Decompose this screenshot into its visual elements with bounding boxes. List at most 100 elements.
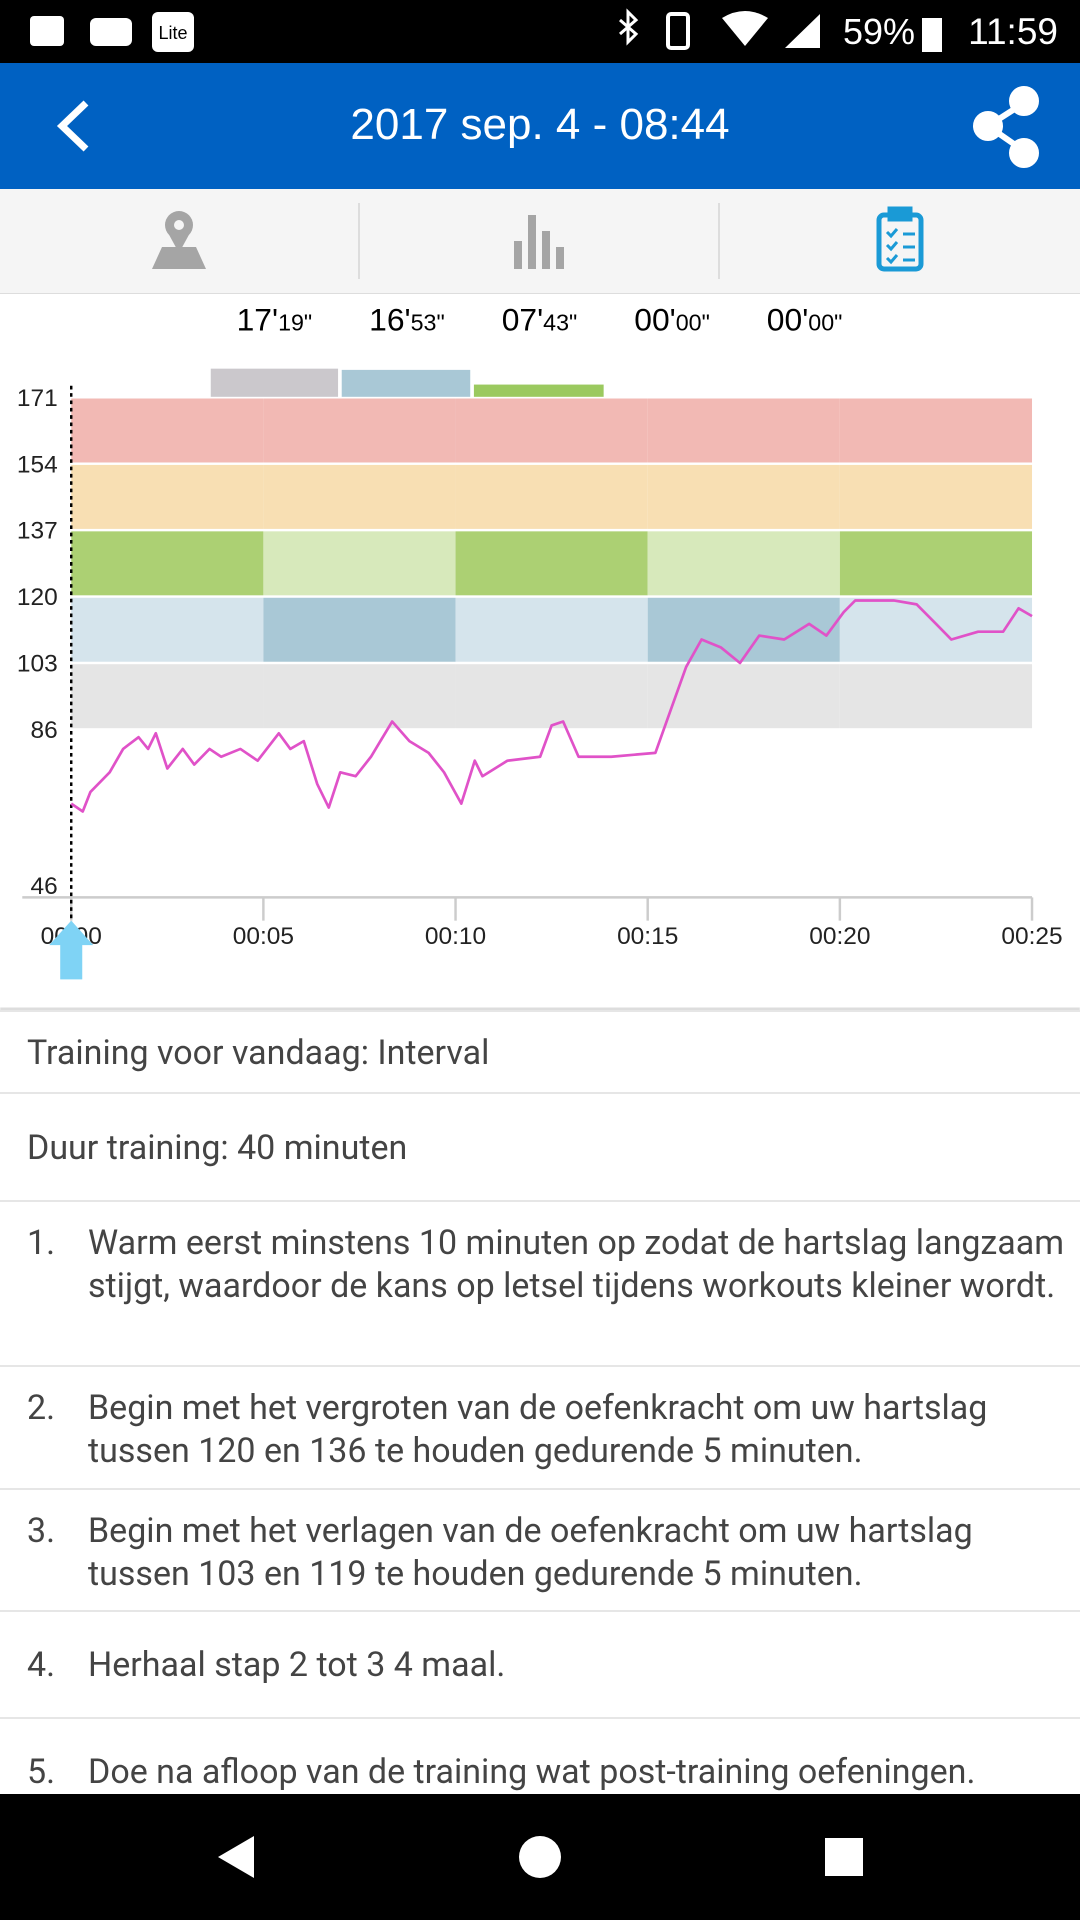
vibrate-icon: [666, 12, 690, 50]
x-tick-label: 00:05: [233, 923, 294, 950]
zone-time-bar: [341, 369, 471, 397]
step-row: 4. Herhaal stap 2 tot 3 4 maal.: [0, 1610, 1080, 1717]
step-number: 1.: [27, 1223, 56, 1263]
zone-band: [647, 664, 840, 729]
status-icons: Lite 59% 11:59: [30, 8, 1058, 52]
zone-band: [455, 597, 648, 662]
heart-rate-line: [70, 599, 1033, 813]
status-bar: Lite 59% 11:59: [0, 0, 1080, 63]
zone-time: 00'00": [767, 302, 843, 338]
step-number: 4.: [27, 1645, 56, 1685]
zone-band: [71, 597, 264, 662]
zone-time-seconds: 19": [278, 310, 312, 336]
step-row: 1. Warm eerst minstens 10 minuten op zoda…: [0, 1200, 1080, 1365]
bluetooth-icon: [619, 8, 639, 46]
battery-text: 59%: [843, 11, 915, 52]
message-icon: [90, 18, 132, 46]
app-bar-graphics: 2017 sep. 4 - 08:44: [56, 86, 1039, 168]
nav-recents[interactable]: [825, 1838, 863, 1876]
zone-time-minutes: 16': [369, 302, 410, 338]
zone-band: [455, 664, 648, 729]
step-text: Herhaal stap 2 tot 3 4 maal.: [88, 1645, 506, 1685]
zone-band: [647, 398, 840, 463]
step-text: Doe na afloop van de training wat post-t…: [88, 1752, 976, 1792]
cursor-handle[interactable]: [49, 920, 94, 980]
heart-rate-chart: 468610312013715417100:0000:0500:1000:150…: [0, 302, 1080, 1010]
step-text: Begin met het vergroten van de oefenkrac…: [88, 1388, 988, 1471]
list-row: Duur training: 40 minuten: [0, 1092, 1080, 1200]
y-tick-label: 137: [17, 518, 58, 545]
y-tick-label: 154: [17, 451, 58, 478]
app-icon-label: Lite: [158, 23, 187, 43]
step-text: Begin met het verlagen van de oefenkrach…: [88, 1511, 973, 1594]
zone-band: [263, 398, 456, 463]
y-tick-label: 103: [17, 651, 58, 678]
zone-band: [839, 664, 1033, 729]
nav-home[interactable]: [519, 1836, 561, 1878]
x-tick-label: 00:15: [617, 923, 678, 950]
list-text: Training voor vandaag: Interval: [27, 1032, 490, 1073]
step-number: 2.: [27, 1388, 56, 1428]
training-tab[interactable]: [876, 206, 924, 272]
x-tick-label: 00:20: [809, 923, 870, 950]
zone-band: [263, 597, 456, 662]
x-tick-label: 00:10: [425, 923, 486, 950]
zone-band: [647, 531, 840, 596]
zone-band: [839, 597, 1033, 662]
step-row: 3. Begin met het verlagen van de oefenkra…: [0, 1488, 1080, 1610]
zone-time-bar: [210, 368, 339, 397]
zone-band: [263, 664, 456, 729]
step-row: 2. Begin met het vergroten van de oefenkr…: [0, 1365, 1080, 1488]
zone-band: [263, 531, 456, 596]
y-tick-label: 86: [31, 717, 58, 744]
zone-band: [839, 398, 1033, 463]
battery-icon: [922, 18, 942, 52]
step-number: 5.: [27, 1752, 56, 1792]
page-title: 2017 sep. 4 - 08:44: [350, 100, 729, 149]
tab-bar: [0, 189, 1080, 294]
zone-time-minutes: 07': [502, 302, 543, 338]
zone-time: 07'43": [502, 302, 578, 338]
back-button[interactable]: [56, 100, 89, 152]
zone-band: [263, 464, 456, 529]
tab-icons: [152, 203, 924, 279]
zone-band: [647, 464, 840, 529]
zone-band: [647, 597, 840, 662]
zone-band: [839, 464, 1033, 529]
zone-band: [455, 531, 648, 596]
list-text: Duur training: 40 minuten: [27, 1127, 408, 1168]
y-tick-label: 171: [17, 385, 58, 412]
zone-time: 17'19": [237, 302, 313, 338]
zone-band: [455, 398, 648, 463]
step-text: Warm eerst minstens 10 minuten op zodat …: [88, 1223, 1065, 1306]
y-tick-label: 46: [31, 873, 58, 900]
zone-band: [71, 531, 264, 596]
clock: 11:59: [968, 11, 1058, 52]
zone-time-seconds: 00": [808, 310, 842, 336]
zone-time-seconds: 43": [543, 310, 577, 336]
share-button[interactable]: [973, 86, 1039, 168]
nav-back[interactable]: [218, 1836, 254, 1878]
nav-buttons: [218, 1836, 863, 1878]
zone-time: 00'00": [634, 302, 710, 338]
zone-time-minutes: 00': [634, 302, 675, 338]
step-row: 5. Doe na afloop van de training wat post…: [0, 1717, 1080, 1797]
app-bar: 2017 sep. 4 - 08:44: [0, 63, 1080, 189]
y-tick-label: 120: [17, 584, 58, 611]
x-tick-label: 00:25: [1001, 923, 1062, 950]
zone-times: 17'19" 16'53" 07'43" 00'00" 00'00": [237, 302, 843, 338]
wifi-icon: [722, 11, 768, 46]
step-number: 3.: [27, 1511, 56, 1551]
zone-time-minutes: 17': [237, 302, 278, 338]
zones: [71, 398, 1033, 729]
zone-time: 16'53": [369, 302, 445, 338]
zone-band: [71, 664, 264, 729]
app-icon: [152, 12, 194, 52]
series: [70, 599, 1033, 813]
zone-time-bar: [473, 384, 604, 397]
zone-band: [839, 531, 1033, 596]
navigation-bar: [0, 1794, 1080, 1920]
map-tab[interactable]: [152, 211, 206, 269]
graph-tab[interactable]: [514, 215, 564, 269]
